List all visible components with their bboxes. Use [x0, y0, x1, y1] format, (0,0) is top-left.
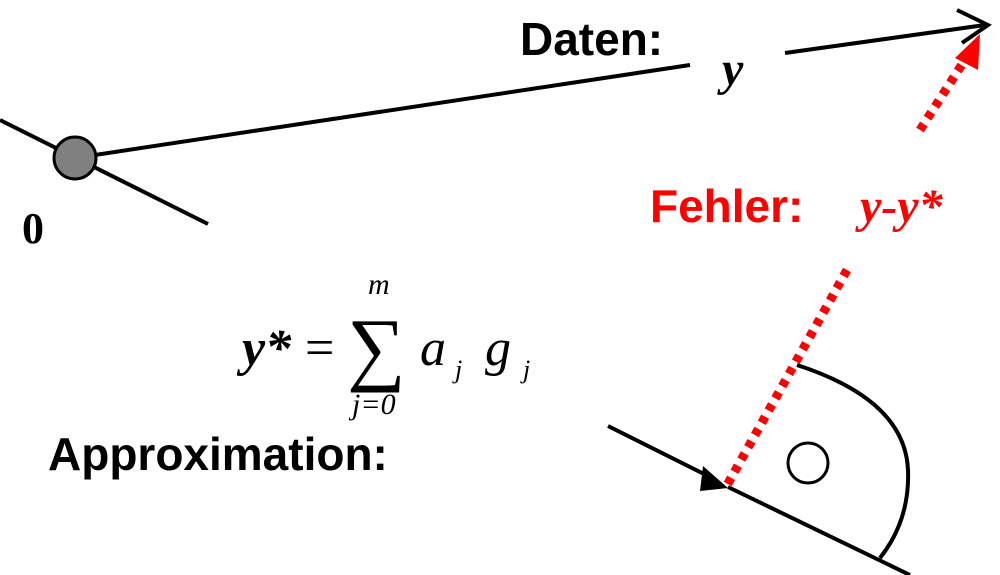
error-vector-upper	[916, 52, 972, 133]
origin-label: 0	[22, 204, 44, 253]
origin-point	[52, 135, 98, 181]
approximation-formula: y* = ∑ m j=0 a j g j	[236, 268, 530, 421]
formula-lhs: y*	[236, 320, 292, 377]
data-vector-arrowhead	[956, 8, 992, 45]
data-label: Daten:	[520, 13, 663, 65]
formula-basis: g	[485, 320, 511, 377]
error-arrowhead	[955, 34, 980, 70]
formula-equals: =	[305, 320, 334, 377]
approximation-vector	[607, 424, 713, 480]
formula-lower-limit: j=0	[348, 388, 396, 421]
formula-sum: ∑	[347, 302, 405, 393]
formula-coefficient-sub: j	[452, 355, 462, 384]
data-vector-segment-1	[74, 63, 691, 160]
right-angle-dot	[786, 441, 830, 485]
error-label: Fehler:	[650, 180, 803, 232]
formula-basis-sub: j	[520, 355, 530, 384]
data-symbol: y	[717, 43, 744, 96]
subspace-line-left	[0, 118, 209, 226]
approximation-arrowhead	[700, 466, 728, 491]
data-vector-segment-2	[784, 23, 986, 55]
error-expression: y-y*	[855, 180, 944, 233]
right-angle-arc	[796, 363, 911, 560]
formula-upper-limit: m	[368, 268, 390, 301]
subspace-line-right	[727, 485, 911, 575]
approximation-label: Approximation:	[48, 428, 388, 480]
formula-coefficient: a	[420, 320, 446, 377]
